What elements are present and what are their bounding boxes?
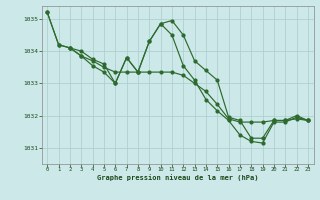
X-axis label: Graphe pression niveau de la mer (hPa): Graphe pression niveau de la mer (hPa): [97, 174, 258, 181]
